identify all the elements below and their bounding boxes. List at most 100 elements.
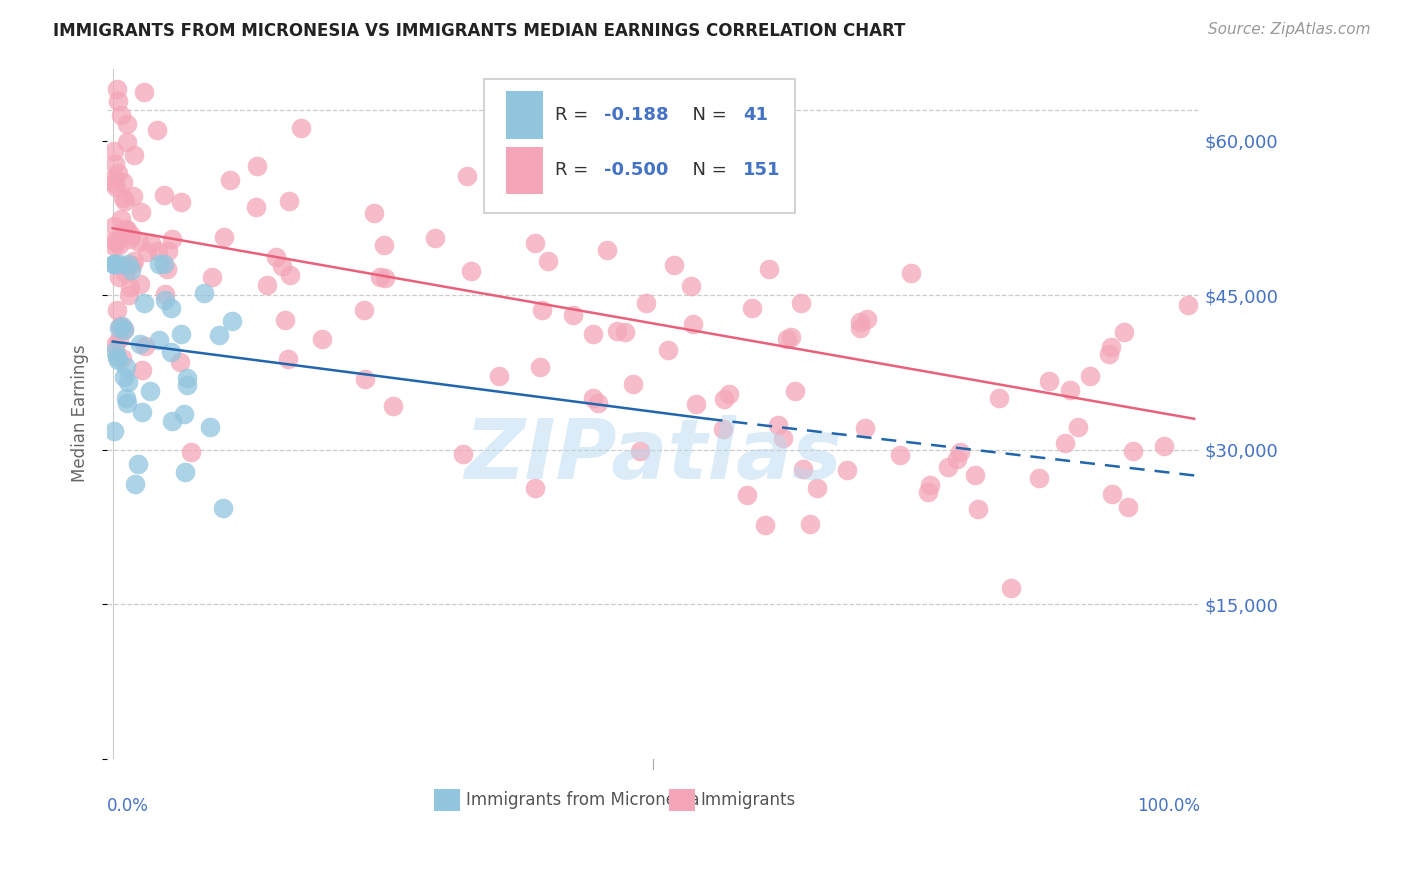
- Text: 151: 151: [742, 161, 780, 179]
- Point: [112, 322, 135, 336]
- Point: [214, 230, 236, 244]
- Point: [682, 317, 704, 331]
- Point: [965, 467, 987, 482]
- Point: [111, 351, 134, 366]
- Point: [790, 296, 813, 310]
- Point: [118, 232, 141, 246]
- Point: [173, 407, 195, 421]
- Point: [117, 257, 139, 271]
- Point: [685, 397, 707, 411]
- Point: [103, 219, 125, 233]
- Point: [529, 359, 551, 374]
- Point: [117, 223, 139, 237]
- Point: [128, 336, 150, 351]
- Point: [170, 195, 193, 210]
- Point: [131, 405, 153, 419]
- Point: [103, 239, 125, 253]
- Point: [111, 318, 134, 333]
- Point: [157, 244, 180, 259]
- Point: [581, 326, 603, 341]
- Point: [193, 285, 215, 300]
- Text: ZIPatlas: ZIPatlas: [464, 415, 842, 496]
- Point: [523, 235, 546, 250]
- Text: Source: ZipAtlas.com: Source: ZipAtlas.com: [1208, 22, 1371, 37]
- Point: [741, 301, 763, 316]
- Text: 100.0%: 100.0%: [1136, 797, 1199, 814]
- Point: [160, 414, 183, 428]
- Point: [1116, 500, 1139, 515]
- Point: [103, 235, 125, 249]
- Point: [917, 484, 939, 499]
- Point: [849, 315, 872, 329]
- Point: [1067, 420, 1090, 434]
- Point: [120, 263, 142, 277]
- Point: [271, 259, 294, 273]
- Point: [277, 351, 299, 366]
- Point: [146, 244, 169, 259]
- Point: [783, 384, 806, 399]
- Point: [936, 460, 959, 475]
- Point: [1112, 326, 1135, 340]
- Point: [115, 391, 138, 405]
- Point: [772, 431, 794, 445]
- Point: [246, 159, 269, 173]
- Point: [115, 396, 138, 410]
- Point: [354, 372, 377, 386]
- Text: N =: N =: [681, 161, 733, 179]
- FancyBboxPatch shape: [669, 789, 695, 811]
- Point: [945, 451, 967, 466]
- Point: [1000, 581, 1022, 595]
- Point: [107, 332, 129, 346]
- FancyBboxPatch shape: [506, 146, 543, 194]
- Point: [264, 250, 287, 264]
- Point: [118, 280, 141, 294]
- Point: [103, 257, 125, 271]
- Point: [105, 303, 128, 318]
- Point: [120, 228, 142, 243]
- Text: -0.500: -0.500: [605, 161, 669, 179]
- Point: [1153, 439, 1175, 453]
- Point: [131, 363, 153, 377]
- Text: 0.0%: 0.0%: [107, 797, 149, 814]
- Point: [636, 296, 658, 310]
- Point: [1099, 339, 1122, 353]
- Point: [129, 204, 152, 219]
- Point: [134, 296, 156, 310]
- Y-axis label: Median Earnings: Median Earnings: [72, 345, 89, 483]
- Point: [273, 312, 295, 326]
- Point: [107, 270, 129, 285]
- Point: [1098, 346, 1121, 360]
- Point: [212, 501, 235, 516]
- Point: [1101, 487, 1123, 501]
- Point: [889, 448, 911, 462]
- Text: Immigrants: Immigrants: [700, 791, 796, 809]
- Point: [108, 237, 131, 252]
- Point: [134, 339, 156, 353]
- Point: [104, 156, 127, 170]
- Point: [374, 271, 396, 285]
- Point: [967, 501, 990, 516]
- Point: [278, 194, 301, 208]
- Text: -0.188: -0.188: [605, 106, 669, 125]
- Point: [806, 481, 828, 495]
- Point: [107, 257, 129, 271]
- Point: [129, 277, 152, 291]
- Point: [122, 188, 145, 202]
- Point: [176, 378, 198, 392]
- Point: [363, 206, 385, 220]
- Point: [681, 279, 703, 293]
- Point: [586, 395, 609, 409]
- FancyBboxPatch shape: [506, 91, 543, 139]
- Point: [1177, 298, 1199, 312]
- Point: [278, 268, 301, 282]
- Point: [758, 262, 780, 277]
- Point: [118, 288, 141, 302]
- Point: [148, 334, 170, 348]
- Point: [451, 447, 474, 461]
- Point: [657, 343, 679, 357]
- Point: [141, 235, 163, 250]
- Text: R =: R =: [555, 161, 595, 179]
- Point: [104, 338, 127, 352]
- Point: [606, 324, 628, 338]
- Point: [124, 477, 146, 491]
